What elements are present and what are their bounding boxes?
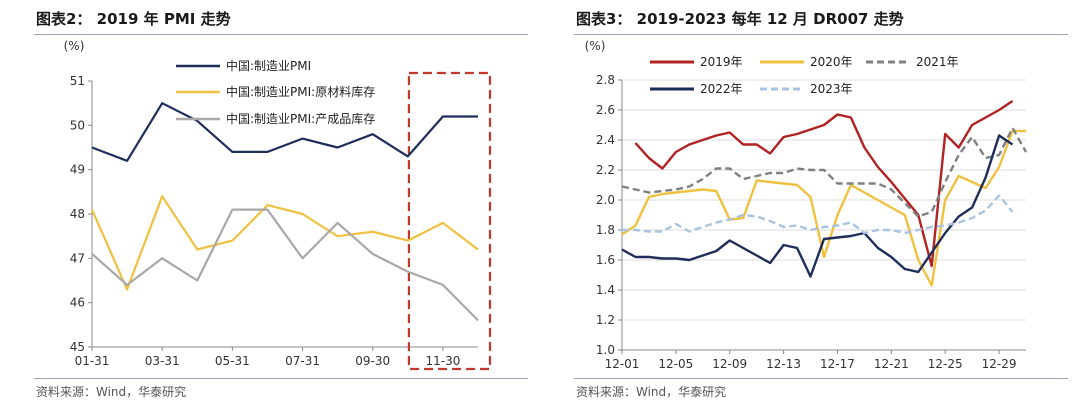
y-tick-label: 51 bbox=[70, 74, 85, 88]
series-line bbox=[621, 134, 1014, 278]
x-tick-label: 12-05 bbox=[658, 357, 693, 371]
x-tick-label: 05-31 bbox=[215, 354, 250, 368]
y-tick-label: 50 bbox=[70, 118, 85, 132]
y-tick-label: 2.2 bbox=[596, 163, 615, 177]
y-tick-label: 2.8 bbox=[596, 73, 615, 87]
x-tick-label: 11-30 bbox=[425, 354, 460, 368]
dr007-chart-source: 资料来源：Wind，华泰研究 bbox=[576, 385, 727, 399]
series-line bbox=[91, 102, 478, 162]
y-tick-label: 1.2 bbox=[596, 313, 615, 327]
x-tick-label: 12-09 bbox=[712, 357, 747, 371]
y-tick-label: 45 bbox=[70, 340, 85, 354]
x-tick-label: 12-29 bbox=[982, 357, 1017, 371]
y-tick-label: 2.4 bbox=[596, 133, 615, 147]
legend-label: 中国:制造业PMI:原材料库存 bbox=[226, 84, 375, 99]
pmi-chart-title: 图表2： 2019 年 PMI 走势 bbox=[36, 10, 231, 28]
y-axis-unit-label: (%) bbox=[64, 39, 85, 53]
legend-label: 中国:制造业PMI bbox=[226, 58, 311, 73]
pmi-chart: 45 46 47 48 49 50 51 01-31 03-31 05-31 07-31 09-30 1… bbox=[64, 39, 492, 371]
x-tick-label: 12-13 bbox=[766, 357, 801, 371]
x-tick-label: 03-31 bbox=[145, 354, 180, 368]
source-rule bbox=[574, 378, 1068, 379]
series-line bbox=[621, 129, 1026, 287]
series-line bbox=[634, 100, 1014, 268]
y-tick-label: 1.0 bbox=[596, 343, 615, 357]
dr007-chart: 1.0 1.2 1.4 1.6 1.8 2.0 2.2 2.4 2.6 2.8 12-01 12-05… bbox=[585, 39, 1028, 371]
y-tick-label: 49 bbox=[70, 163, 85, 177]
x-tick-label: 12-17 bbox=[820, 357, 855, 371]
x-tick-label: 12-21 bbox=[874, 357, 909, 371]
series-line bbox=[90, 195, 479, 291]
y-tick-label: 47 bbox=[70, 251, 85, 265]
source-rule bbox=[34, 378, 528, 379]
y-tick-label: 1.6 bbox=[596, 253, 615, 267]
series-line bbox=[621, 126, 1028, 218]
series-line bbox=[91, 208, 479, 322]
legend-label: 2019年 bbox=[700, 55, 743, 69]
legend-label: 2022年 bbox=[700, 82, 743, 96]
x-tick-label: 09-30 bbox=[355, 354, 390, 368]
series-line bbox=[622, 194, 1014, 235]
y-tick-label: 2.0 bbox=[596, 193, 615, 207]
y-tick-label: 1.8 bbox=[596, 223, 615, 237]
dr007-chart-title: 图表3： 2019-2023 每年 12 月 DR007 走势 bbox=[576, 10, 904, 28]
legend-label: 2021年 bbox=[916, 55, 959, 69]
x-tick-label: 12-25 bbox=[928, 357, 963, 371]
dr007-chart-panel: 图表3： 2019-2023 每年 12 月 DR007 走势 1.0 1.2 1.… bbox=[540, 0, 1080, 410]
title-rule bbox=[34, 34, 528, 35]
legend-label: 2023年 bbox=[810, 82, 853, 96]
y-tick-label: 46 bbox=[70, 296, 85, 310]
y-tick-label: 2.6 bbox=[596, 103, 615, 117]
y-axis-unit-label: (%) bbox=[585, 39, 606, 53]
x-tick-label: 01-31 bbox=[75, 354, 110, 368]
y-tick-label: 48 bbox=[70, 207, 85, 221]
pmi-chart-source: 资料来源：Wind，华泰研究 bbox=[36, 385, 187, 399]
pmi-chart-panel: 图表2： 2019 年 PMI 走势 45 46 47 48 49 50 51 01-31 03… bbox=[34, 10, 528, 399]
legend-label: 中国:制造业PMI:产成品库存 bbox=[226, 111, 375, 126]
x-tick-label: 12-01 bbox=[605, 357, 640, 371]
y-tick-label: 1.4 bbox=[596, 283, 615, 297]
legend-label: 2020年 bbox=[810, 55, 853, 69]
x-tick-label: 07-31 bbox=[285, 354, 320, 368]
title-rule bbox=[574, 34, 1068, 35]
highlight-box bbox=[407, 71, 492, 371]
